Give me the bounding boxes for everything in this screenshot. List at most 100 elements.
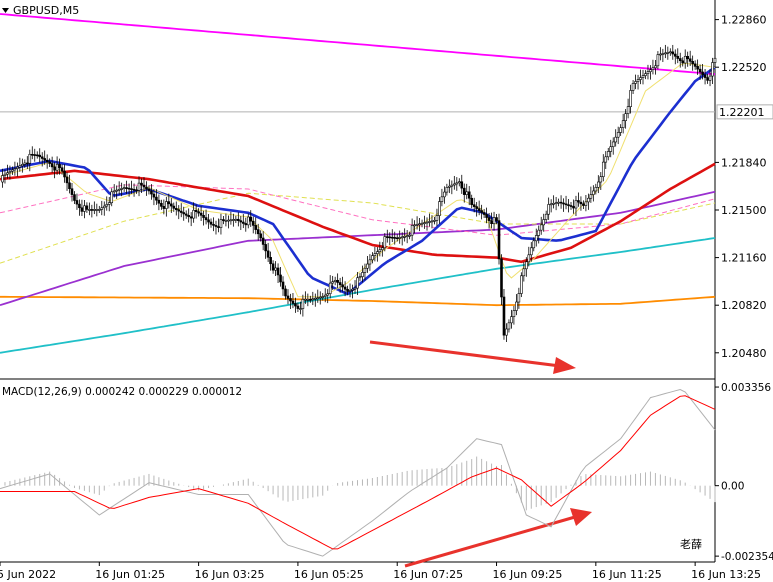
candle-body bbox=[475, 206, 478, 209]
candle-body bbox=[435, 215, 439, 221]
moving-average-7 bbox=[0, 162, 716, 264]
candle-body bbox=[100, 207, 104, 210]
candle-body bbox=[706, 77, 709, 81]
candle-body bbox=[137, 182, 141, 191]
candle-body bbox=[619, 127, 622, 133]
candle-body bbox=[666, 52, 670, 54]
candle-body bbox=[70, 188, 74, 195]
candle-body bbox=[686, 55, 689, 60]
candle-body bbox=[53, 166, 56, 171]
candle-body bbox=[194, 209, 198, 212]
candle-body bbox=[363, 267, 367, 273]
moving-average-4 bbox=[0, 190, 716, 307]
candle-body bbox=[3, 173, 7, 176]
candle-body bbox=[289, 298, 292, 302]
candle-body bbox=[274, 267, 277, 271]
price-tick-label: 1.20820 bbox=[721, 299, 767, 312]
macd-tick-label: 0.00 bbox=[721, 481, 744, 493]
candle-body bbox=[582, 203, 585, 206]
candle-body bbox=[294, 303, 297, 307]
candle-body bbox=[460, 181, 464, 189]
time-tick-label: 15 Jun 2022 bbox=[0, 568, 56, 581]
candle-body bbox=[296, 305, 300, 309]
price-tick-label: 1.21160 bbox=[721, 252, 767, 265]
candle-body bbox=[207, 219, 210, 223]
candle-body bbox=[395, 237, 399, 240]
time-tick-label: 16 Jun 05:25 bbox=[294, 568, 364, 581]
candle-body bbox=[599, 176, 603, 183]
candle-body bbox=[688, 58, 692, 62]
candle-body bbox=[527, 254, 531, 263]
candle-body bbox=[11, 169, 14, 172]
candle-body bbox=[371, 255, 374, 261]
candle-body bbox=[448, 185, 451, 188]
candle-body bbox=[234, 218, 238, 221]
candle-body bbox=[26, 162, 29, 165]
candle-body bbox=[500, 258, 503, 298]
candle-body bbox=[338, 282, 342, 286]
candle-body bbox=[60, 167, 64, 172]
candle-body bbox=[157, 199, 161, 204]
candle-body bbox=[487, 217, 491, 221]
candle-body bbox=[539, 224, 543, 231]
candle-body bbox=[284, 288, 287, 297]
candle-body bbox=[485, 214, 488, 218]
candle-body bbox=[517, 293, 521, 303]
candle-body bbox=[356, 277, 359, 289]
candle-body bbox=[132, 188, 136, 191]
candle-body bbox=[75, 200, 79, 205]
candle-body bbox=[170, 203, 173, 207]
candle-body bbox=[135, 189, 138, 192]
candle-body bbox=[405, 235, 409, 238]
candle-body bbox=[564, 203, 568, 206]
candle-body bbox=[130, 188, 133, 191]
candle-body bbox=[13, 168, 17, 171]
candle-body bbox=[351, 288, 354, 291]
candle-body bbox=[165, 201, 168, 209]
candle-body bbox=[502, 296, 506, 336]
candle-body bbox=[266, 250, 270, 258]
moving-average-2 bbox=[0, 295, 716, 307]
candle-body bbox=[631, 83, 635, 91]
candle-body bbox=[629, 90, 632, 107]
candle-body bbox=[8, 171, 12, 174]
time-tick-label: 16 Jun 11:25 bbox=[592, 568, 662, 581]
candle-body bbox=[241, 221, 245, 224]
candle-body bbox=[16, 166, 19, 169]
moving-average-1 bbox=[0, 13, 716, 76]
candle-body bbox=[244, 223, 248, 226]
candle-body bbox=[73, 194, 76, 201]
candle-body bbox=[184, 213, 188, 216]
macd-tick-label: 0.003356 bbox=[721, 382, 771, 394]
candle-body bbox=[681, 60, 685, 64]
candle-body bbox=[117, 188, 121, 191]
candle-body bbox=[510, 316, 513, 324]
candle-body bbox=[316, 297, 320, 299]
candle-body bbox=[246, 216, 250, 226]
candle-body bbox=[418, 223, 421, 226]
candle-body bbox=[611, 141, 615, 148]
candle-body bbox=[197, 211, 200, 214]
candle-body bbox=[95, 209, 99, 211]
candle-body bbox=[584, 201, 588, 206]
candle-body bbox=[323, 294, 327, 297]
candle-body bbox=[286, 295, 290, 299]
candle-body bbox=[58, 164, 61, 169]
macd-tick-label: -0.002354 bbox=[721, 551, 773, 563]
time-tick-label: 16 Jun 07:25 bbox=[393, 568, 463, 581]
divergence-arrowhead-macd bbox=[570, 508, 592, 526]
candle-body bbox=[177, 209, 181, 212]
candle-body bbox=[614, 136, 617, 143]
candle-body bbox=[385, 236, 389, 238]
candle-body bbox=[497, 220, 501, 260]
candle-body bbox=[388, 236, 392, 239]
candle-body bbox=[102, 205, 106, 209]
candle-body bbox=[333, 279, 337, 282]
candle-body bbox=[276, 267, 280, 276]
candle-body bbox=[378, 249, 382, 253]
candle-body bbox=[199, 212, 203, 216]
candle-body bbox=[321, 296, 325, 298]
candle-body bbox=[227, 219, 230, 222]
candle-body bbox=[343, 286, 347, 290]
candle-body bbox=[537, 229, 541, 236]
